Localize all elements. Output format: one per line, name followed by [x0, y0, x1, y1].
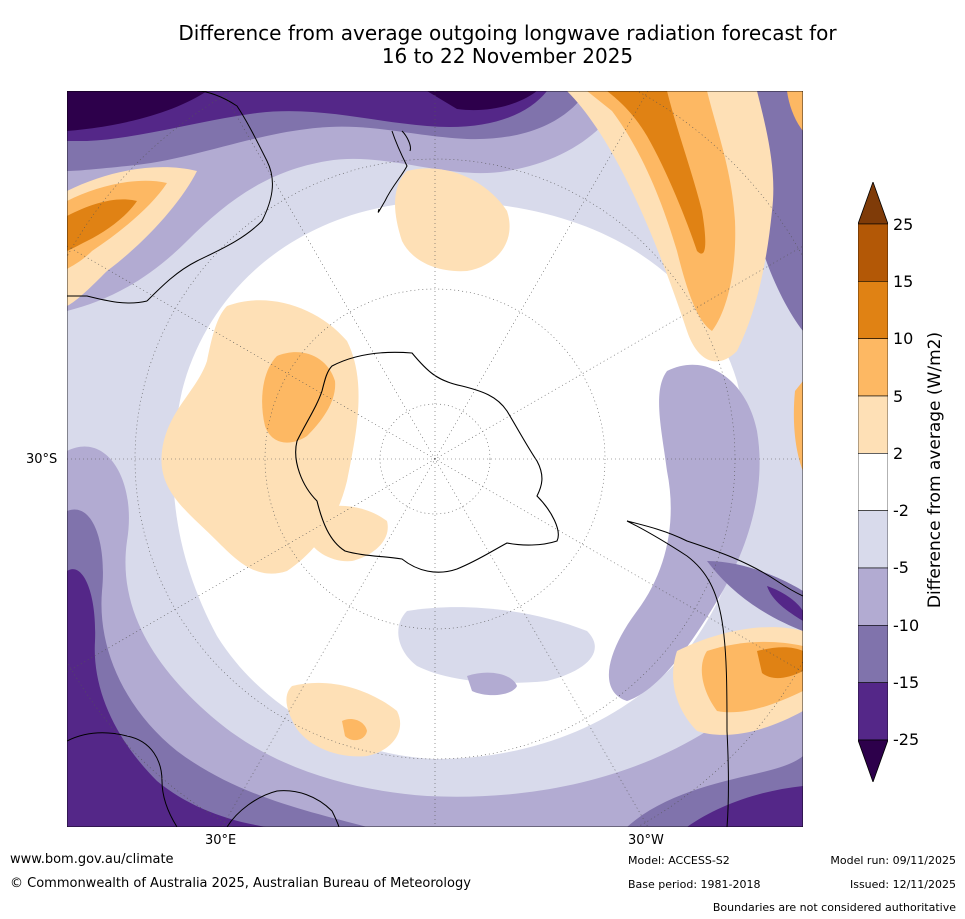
- colorbar: [857, 180, 889, 784]
- footer-copyright: © Commonwealth of Australia 2025, Austra…: [10, 876, 471, 891]
- colorbar-segment: [857, 510, 889, 569]
- colorbar-segment: [857, 682, 889, 741]
- australia-coastline: [67, 91, 273, 304]
- anomaly-m5-south-atlantic: [608, 364, 760, 701]
- colorbar-tick-m10: -10: [893, 616, 920, 635]
- colorbar-segment: [857, 338, 889, 397]
- colorbar-segment: [857, 395, 889, 454]
- footer-base-period: Base period: 1981-2018: [628, 878, 761, 891]
- footer-disclaimer: Boundaries are not considered authoritat…: [712, 901, 956, 914]
- anomaly-p5-northeast: [587, 91, 736, 331]
- anomaly-p5-south-pacific: [342, 719, 367, 741]
- olr-anomaly-map[interactable]: [67, 91, 803, 827]
- colorbar-tick-2: 2: [893, 444, 904, 463]
- colorbar-tick-5: 5: [893, 387, 904, 406]
- antarctica-coastline: [295, 351, 559, 573]
- anomaly-p5-indian-sector: [262, 352, 336, 443]
- anomaly-m15-northwest: [67, 91, 547, 141]
- colorbar-tick-m5: -5: [893, 558, 909, 577]
- anomaly-m15-west: [67, 569, 803, 827]
- anomaly-p2-ross-sea: [307, 505, 388, 562]
- anomaly-p10-south-america: [757, 647, 803, 679]
- colorbar-tick-15: 15: [893, 272, 914, 291]
- colorbar-lower-extend: [857, 739, 889, 784]
- south-america-coastline: [626, 520, 803, 827]
- anomaly-p2-south-pacific: [286, 682, 401, 757]
- colorbar-segment: [857, 223, 889, 282]
- longitude-label-30w: 30°W: [628, 833, 664, 848]
- colorbar-tick-10: 10: [893, 329, 914, 348]
- latitude-label-30s: 30°S: [26, 452, 58, 467]
- anomaly-p10-northeast: [607, 91, 706, 254]
- colorbar-tick-m15: -15: [893, 673, 920, 692]
- graticule: [67, 91, 803, 827]
- footer-issued: Issued: 12/11/2025: [849, 878, 956, 891]
- anomaly-p5-east-edge: [787, 91, 803, 471]
- new-zealand-coastline: [377, 130, 411, 213]
- colorbar-tick-m2: -2: [893, 501, 909, 520]
- colorbar-label-wrap: Difference from average (W/m2): [925, 305, 945, 635]
- anomaly-m25-northwest: [67, 91, 537, 131]
- colorbar-segments: [857, 223, 889, 741]
- colorbar-tick-25: 25: [893, 215, 914, 234]
- colorbar-segment: [857, 567, 889, 626]
- colorbar-segment: [857, 625, 889, 683]
- longitude-label-30e: 30°E: [205, 833, 237, 848]
- colorbar-tick-m25: -25: [893, 730, 920, 749]
- footer-model: Model: ACCESS-S2: [628, 854, 730, 867]
- footer-model-run: Model run: 09/11/2025: [830, 854, 956, 867]
- title-line-2: 16 to 22 November 2025: [381, 44, 634, 68]
- colorbar-upper-extend: [857, 180, 889, 225]
- colorbar-label: Difference from average (W/m2): [925, 331, 945, 609]
- anomaly-m5-drake: [467, 672, 517, 696]
- anomaly-m10-south-atlantic: [707, 91, 803, 631]
- africa-coastline: [67, 732, 340, 827]
- footer-url[interactable]: www.bom.gov.au/climate: [10, 852, 174, 867]
- title-line-1: Difference from average outgoing longwav…: [178, 21, 837, 45]
- colorbar-segment: [857, 281, 889, 339]
- anomaly-p2-new-zealand: [395, 168, 510, 272]
- map-title: Difference from average outgoing longwav…: [100, 22, 915, 68]
- anomaly-p10-northwest: [67, 199, 137, 251]
- anomaly-p5-northwest: [67, 180, 167, 269]
- colorbar-segment: [857, 453, 889, 511]
- anomaly-m2-central: [398, 607, 595, 683]
